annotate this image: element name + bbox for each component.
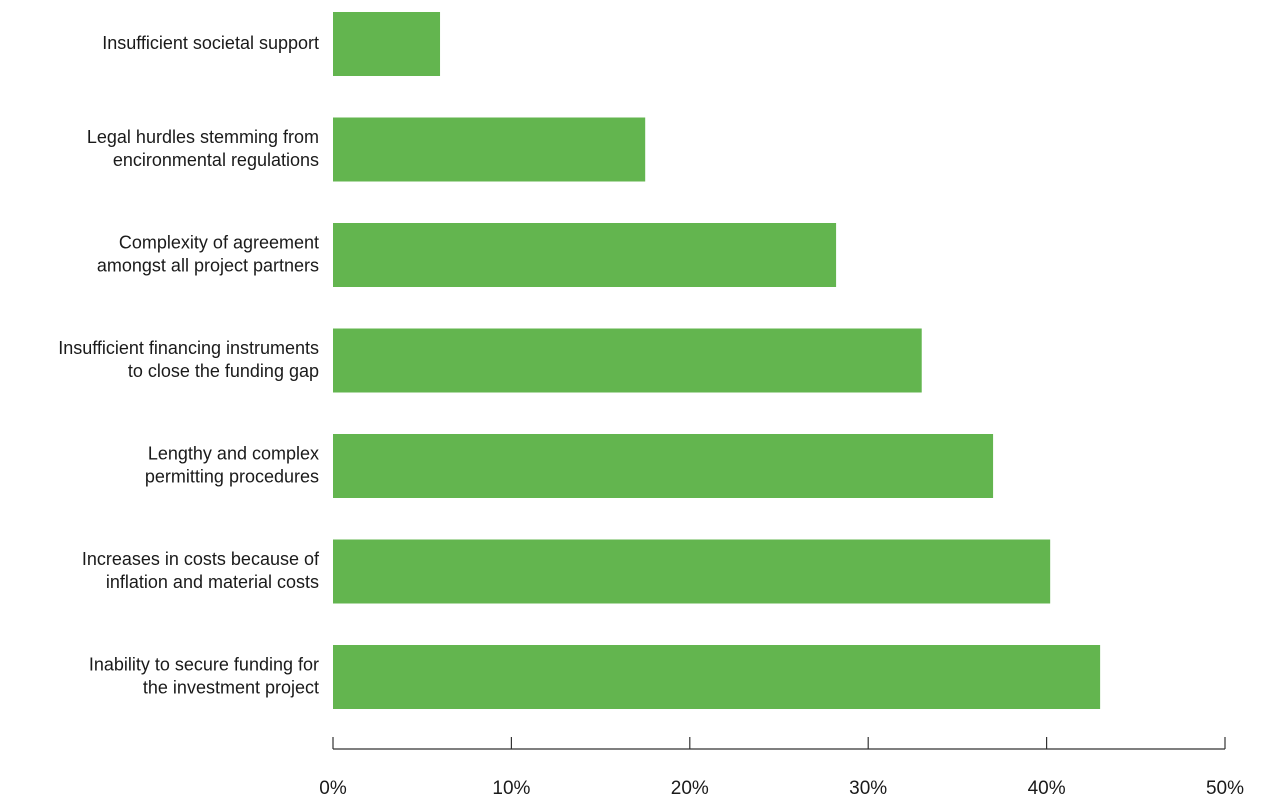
category-label-line: Increases in costs because of <box>82 549 320 569</box>
bar-3 <box>333 328 922 393</box>
category-label-1: Legal hurdles stemming from encironmental… <box>87 127 319 170</box>
x-tick-label: 40% <box>1028 778 1066 799</box>
category-label-0: Insufficient societal support <box>102 33 319 53</box>
x-tick-label: 20% <box>671 778 709 799</box>
x-tick-label: 30% <box>849 778 887 799</box>
category-label-line: Lengthy and complex <box>148 443 319 463</box>
category-label-line: Legal hurdles stemming from <box>87 127 319 147</box>
category-label-6: Inability to secure funding for the inves… <box>89 654 319 697</box>
category-label-line: inflation and material costs <box>106 572 319 592</box>
category-label-line: Complexity of agreement <box>119 232 319 252</box>
category-label-line: to close the funding gap <box>128 361 319 381</box>
x-tick-label: 10% <box>492 778 530 799</box>
category-labels: Insufficient societal support Legal hurdl… <box>58 33 320 698</box>
bar-4 <box>333 434 994 498</box>
category-label-2: Complexity of agreement amongst all proje… <box>97 232 319 275</box>
category-label-line: encironmental regulations <box>113 150 319 170</box>
bar-6 <box>333 645 1101 709</box>
bars-layer <box>333 12 1101 709</box>
bar-1 <box>333 117 646 182</box>
category-label-line: Insufficient societal support <box>102 33 319 53</box>
bar-2 <box>333 223 837 287</box>
category-label-4: Lengthy and complex permitting procedures <box>145 443 319 486</box>
category-label-3: Insufficient financing instruments to clo… <box>58 338 319 381</box>
category-label-line: permitting procedures <box>145 466 319 486</box>
x-tick-label: 50% <box>1206 778 1244 799</box>
bar-0 <box>333 12 441 76</box>
category-label-line: amongst all project partners <box>97 255 319 275</box>
x-axis: 0% 10% 20% 30% 40% 50% <box>319 737 1244 799</box>
category-label-line: Insufficient financing instruments <box>58 338 319 358</box>
category-label-5: Increases in costs because of inflation a… <box>82 549 320 592</box>
category-label-line: the investment project <box>143 677 319 697</box>
x-tick-label: 0% <box>319 778 347 799</box>
bar-5 <box>333 539 1051 604</box>
category-label-line: Inability to secure funding for <box>89 654 319 674</box>
